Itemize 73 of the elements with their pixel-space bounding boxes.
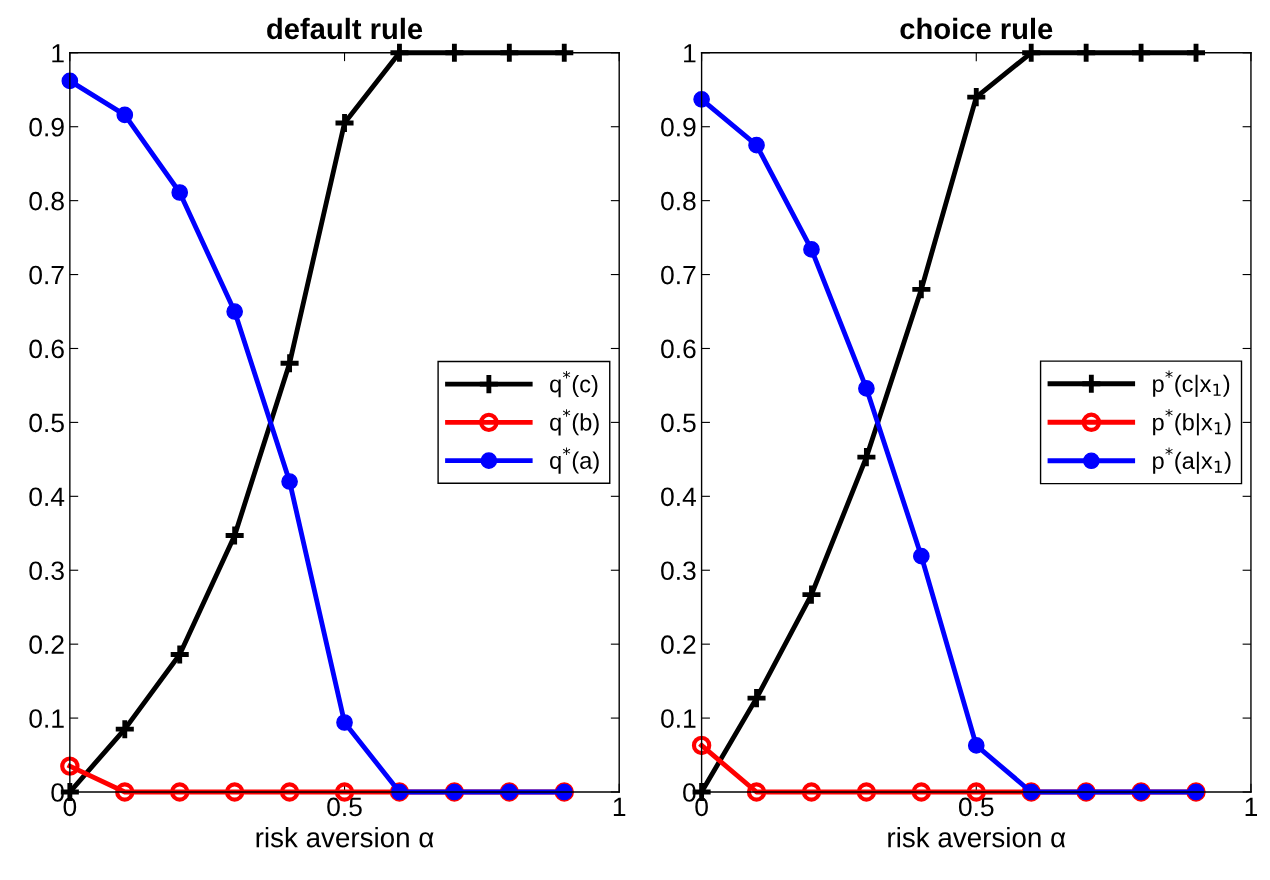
legend-label: p$^{*}$(b|x$_{1}$) (1153, 409, 1231, 436)
x-tick-label: 0.5 (958, 797, 994, 817)
x-tick-label: 1 (1245, 797, 1257, 816)
point (1074, 41, 1098, 65)
y-tick-label: 1 (52, 44, 64, 63)
legend-label: q$^{*}$(b) (550, 409, 599, 436)
point (800, 583, 823, 607)
y-tick-label: 0.2 (661, 635, 696, 654)
chart-title: default rule (267, 17, 423, 40)
point (1184, 41, 1208, 65)
point (552, 41, 576, 65)
y-tick-label: 0.5 (661, 413, 696, 433)
y-tick-label: 0.2 (29, 635, 64, 654)
point (224, 782, 245, 802)
point (115, 782, 135, 802)
point (748, 136, 765, 154)
point (171, 184, 189, 201)
point (909, 277, 933, 301)
y-tick-label: 0.3 (661, 561, 696, 581)
point (116, 106, 134, 124)
point (745, 686, 768, 710)
legend-label: p$^{*}$(c|x$_{1}$) (1153, 370, 1230, 397)
point (1129, 41, 1153, 65)
point (964, 85, 988, 109)
point (801, 782, 822, 802)
point (497, 41, 521, 65)
y-tick-label: 0.8 (29, 191, 64, 211)
y-tick-label: 0.6 (661, 339, 696, 359)
point (856, 782, 877, 802)
point (223, 524, 247, 547)
y-tick-label: 0.4 (661, 487, 696, 507)
y-tick-label: 0.1 (661, 709, 696, 728)
y-tick-label: 1 (684, 44, 696, 63)
point (442, 41, 466, 65)
point (1019, 41, 1043, 65)
point (336, 714, 353, 731)
point (967, 737, 985, 754)
x-axis-title: risk aversion α (888, 827, 1066, 848)
y-tick-label: 0.6 (29, 339, 64, 359)
point (169, 782, 190, 802)
point (279, 782, 300, 802)
legend-label: q$^{*}$(c) (550, 370, 598, 398)
point (281, 473, 298, 490)
y-tick-label: 0.7 (29, 265, 64, 285)
y-tick-label: 0.1 (29, 709, 64, 728)
point (693, 91, 710, 108)
legend-label: q$^{*}$(a) (550, 447, 599, 474)
y-tick-label: 0.9 (29, 117, 64, 137)
point (168, 643, 192, 666)
y-tick-label: 0.7 (661, 265, 696, 285)
point (691, 735, 712, 756)
y-tick-label: 0.4 (29, 487, 65, 507)
point (60, 756, 80, 776)
y-tick-label: 0.3 (29, 561, 64, 581)
y-tick-label: 0.9 (661, 117, 696, 137)
x-tick-label: 1 (613, 797, 626, 816)
point (858, 380, 875, 397)
point (746, 782, 767, 802)
x-tick-label: 0.5 (327, 797, 362, 817)
point (388, 41, 411, 65)
chart-title: choice rule (900, 17, 1053, 40)
point (854, 445, 878, 469)
point (911, 782, 932, 802)
point (278, 351, 302, 375)
y-tick-label: 0.5 (29, 413, 64, 433)
point (913, 547, 930, 565)
y-tick-label: 0.8 (661, 191, 696, 211)
x-axis-title: risk aversion α (256, 827, 434, 848)
point (803, 241, 820, 258)
legend-label: p$^{*}$(a|x$_{1}$) (1153, 447, 1231, 474)
point (113, 717, 137, 741)
point (226, 303, 243, 320)
point (333, 111, 356, 135)
